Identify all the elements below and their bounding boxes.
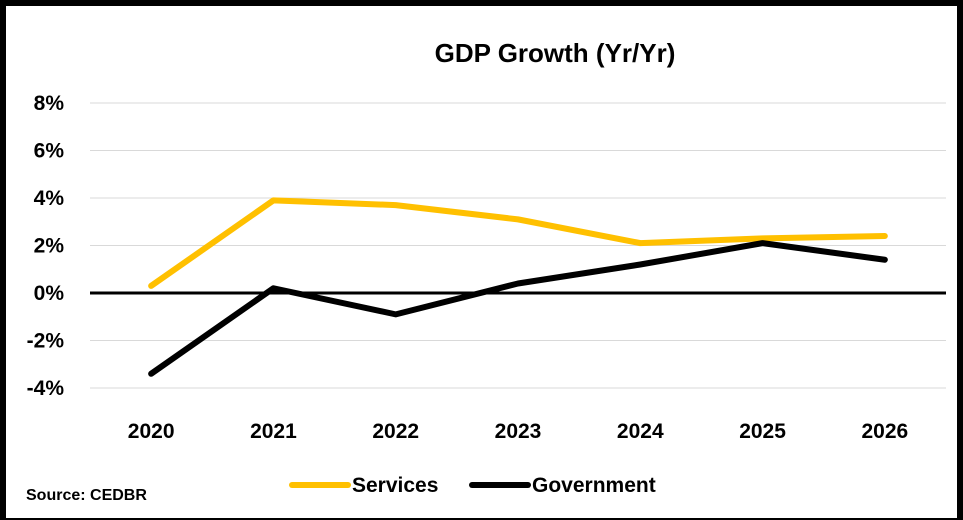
- y-tick-label: 8%: [34, 92, 65, 115]
- y-tick-label: 6%: [34, 140, 65, 163]
- y-axis-ticks: 8% 6% 4% 2% 0% -2% -4%: [27, 92, 65, 400]
- data-point-government: [272, 287, 274, 289]
- y-tick-label: 2%: [34, 235, 65, 258]
- x-tick-label: 2021: [250, 420, 297, 443]
- data-point-government: [884, 259, 886, 261]
- data-point-services: [150, 285, 152, 287]
- source-note: Source: CEDBR: [26, 487, 147, 504]
- x-tick-label: 2023: [495, 420, 542, 443]
- y-tick-label: -4%: [27, 377, 65, 400]
- data-point-services: [762, 237, 764, 239]
- x-tick-label: 2022: [372, 420, 419, 443]
- x-tick-label: 2024: [617, 420, 664, 443]
- series-lines: [148, 197, 888, 377]
- data-point-services: [884, 235, 886, 237]
- data-point-government: [395, 313, 397, 315]
- data-point-services: [272, 199, 274, 201]
- legend: Services Government: [289, 474, 656, 497]
- x-tick-label: 2020: [128, 420, 175, 443]
- data-point-government: [517, 283, 519, 284]
- y-tick-label: 0%: [34, 282, 65, 305]
- data-point-government: [639, 264, 641, 265]
- data-point-government: [150, 373, 152, 375]
- legend-label-government: Government: [532, 474, 656, 497]
- data-point-government: [762, 242, 764, 244]
- y-tick-label: -2%: [27, 330, 65, 353]
- x-axis-ticks: 2020 2021 2022 2023 2024 2025 2026: [128, 420, 908, 443]
- series-line-government: [148, 240, 888, 377]
- y-tick-label: 4%: [34, 187, 65, 210]
- chart-title: GDP Growth (Yr/Yr): [435, 38, 676, 68]
- x-tick-label: 2025: [739, 420, 786, 443]
- x-tick-label: 2026: [861, 420, 908, 443]
- legend-label-services: Services: [352, 474, 438, 497]
- data-point-services: [517, 218, 519, 220]
- gridlines: [90, 102, 946, 389]
- data-point-services: [395, 204, 397, 206]
- data-point-services: [639, 242, 641, 244]
